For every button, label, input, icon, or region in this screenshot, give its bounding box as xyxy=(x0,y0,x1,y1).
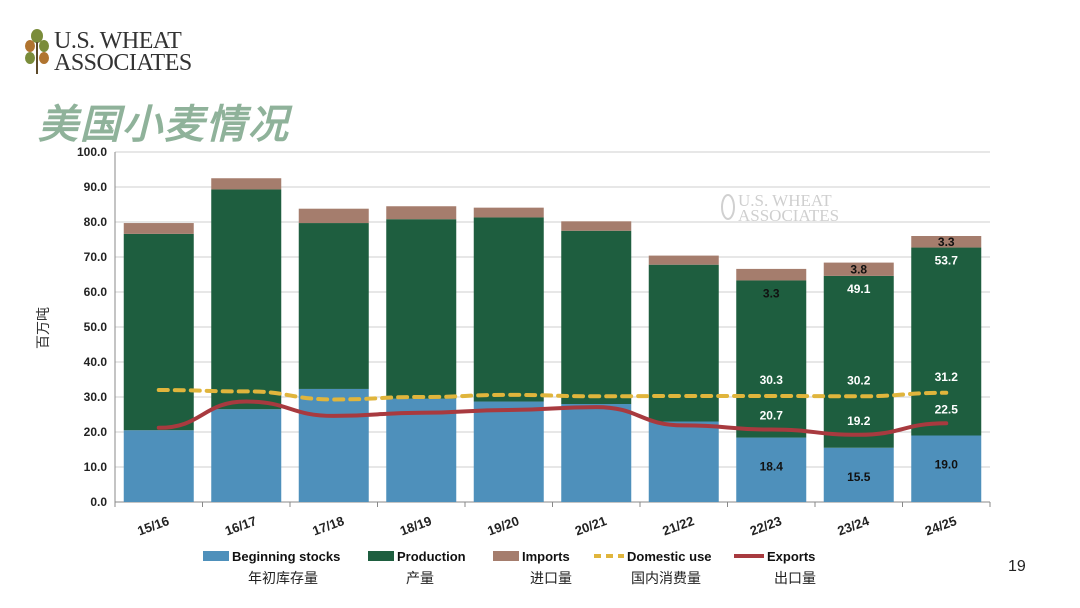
bar-production xyxy=(736,280,807,438)
x-tick-label: 21/22 xyxy=(660,513,696,538)
data-label: 15.5 xyxy=(847,470,871,484)
bar-beginning-stocks xyxy=(473,401,544,502)
data-label: 22.5 xyxy=(935,402,959,416)
legend-label: Production xyxy=(397,549,466,564)
bar-imports xyxy=(823,262,894,276)
legend-label: Domestic use xyxy=(627,549,712,564)
data-label: 31.2 xyxy=(935,370,959,384)
x-tick-label: 24/25 xyxy=(923,513,959,538)
page-title: 美国小麦情况 xyxy=(38,102,290,148)
legend-swatch xyxy=(493,551,519,561)
bar-production xyxy=(123,233,194,431)
data-label: 3.3 xyxy=(763,286,780,300)
y-tick-label: 70.0 xyxy=(84,250,108,264)
bar-beginning-stocks xyxy=(823,447,894,502)
legend-label-zh: 产量 xyxy=(406,571,434,587)
bar-production xyxy=(911,247,982,436)
bar-imports xyxy=(561,221,632,231)
x-tick-label: 19/20 xyxy=(485,513,521,538)
data-labels: 3.3 30.3 20.7 18.4 3.8 49.1 30.2 19.2 15.5 3.3 53.… xyxy=(760,235,959,484)
x-tick-label: 16/17 xyxy=(223,513,259,538)
wheat-logo-icon xyxy=(25,29,49,74)
x-tick-label: 22/23 xyxy=(748,513,784,538)
x-tick-label: 15/16 xyxy=(135,513,171,538)
y-tick-label: 90.0 xyxy=(84,180,108,194)
bar-imports xyxy=(911,236,982,248)
bar-beginning-stocks xyxy=(648,421,719,502)
legend-label-zh: 出口量 xyxy=(774,571,816,587)
watermark-line-1: U.S. WHEAT xyxy=(738,191,832,210)
bar-beginning-stocks xyxy=(123,430,194,502)
legend-label-zh: 国内消费量 xyxy=(631,571,701,587)
data-label: 20.7 xyxy=(760,409,784,423)
y-tick-label: 30.0 xyxy=(84,390,108,404)
bar-beginning-stocks xyxy=(211,409,282,502)
legend-label-zh: 年初库存量 xyxy=(248,570,318,587)
y-tick-label: 50.0 xyxy=(84,320,108,334)
bar-imports xyxy=(473,207,544,218)
y-tick-label: 10.0 xyxy=(84,460,108,474)
data-label: 19.0 xyxy=(935,458,959,472)
y-tick-label: 80.0 xyxy=(84,215,108,229)
legend-label: Exports xyxy=(767,549,815,564)
data-label: 30.3 xyxy=(760,373,784,387)
legend-label: Beginning stocks xyxy=(232,549,340,564)
bar-production xyxy=(211,189,282,410)
bar-beginning-stocks xyxy=(736,437,807,502)
bar-beginning-stocks xyxy=(911,435,982,502)
y-tick-label: 40.0 xyxy=(84,355,108,369)
legend: Beginning stocks 年初库存量 Production 产量 Imports… xyxy=(203,549,816,587)
bar-imports xyxy=(123,223,194,234)
x-tick-label: 17/18 xyxy=(310,513,346,538)
bar-imports xyxy=(736,268,807,281)
line-exports xyxy=(156,399,949,437)
data-label: 30.2 xyxy=(847,373,871,387)
line-domestic-use xyxy=(156,388,949,402)
data-label: 53.7 xyxy=(935,254,959,268)
bar-imports xyxy=(211,178,282,190)
lines xyxy=(156,388,949,437)
bar-production xyxy=(473,217,544,402)
x-tick-label: 20/21 xyxy=(573,513,609,538)
bar-imports xyxy=(386,206,457,220)
y-tick-label: 20.0 xyxy=(84,425,108,439)
legend-swatch xyxy=(203,551,229,561)
bar-beginning-stocks xyxy=(298,388,369,502)
brand-line-1: U.S. WHEAT xyxy=(54,28,182,54)
bar-imports xyxy=(648,255,719,265)
page-number: 19 xyxy=(1008,558,1026,575)
bar-production xyxy=(561,230,632,404)
x-tick-label: 23/24 xyxy=(835,513,871,538)
bar-production xyxy=(386,219,457,399)
y-tick-label: 0.0 xyxy=(90,495,107,509)
x-tick-label: 18/19 xyxy=(398,513,434,538)
legend-label: Imports xyxy=(522,549,570,564)
y-tick-label: 60.0 xyxy=(84,285,108,299)
legend-swatch xyxy=(368,551,394,561)
y-axis-ticks: 0.0 10.0 20.0 30.0 40.0 50.0 60.0 70.0 80.0 90.0 1… xyxy=(77,145,107,509)
y-axis-label: 百万吨 xyxy=(36,307,52,349)
bar-production xyxy=(823,275,894,448)
data-label: 3.3 xyxy=(938,235,955,249)
y-tick-label: 100.0 xyxy=(77,145,107,159)
data-label: 19.2 xyxy=(847,414,871,428)
data-label: 18.4 xyxy=(760,460,784,474)
watermark-wheat-icon xyxy=(721,194,735,220)
bar-beginning-stocks xyxy=(386,398,457,502)
bars xyxy=(123,178,982,502)
data-label: 49.1 xyxy=(847,282,871,296)
bar-production xyxy=(298,223,369,389)
watermark-line-2: ASSOCIATES xyxy=(738,206,839,225)
legend-label-zh: 进口量 xyxy=(530,571,572,587)
x-axis-ticks: 15/16 16/17 17/18 18/19 19/20 20/21 21/22 22/23… xyxy=(135,513,958,538)
data-label: 3.8 xyxy=(850,262,867,276)
bar-beginning-stocks xyxy=(561,404,632,502)
brand-logo: U.S. WHEAT ASSOCIATES xyxy=(24,28,214,76)
brand-line-2: ASSOCIATES xyxy=(54,50,192,76)
bar-imports xyxy=(298,208,369,224)
